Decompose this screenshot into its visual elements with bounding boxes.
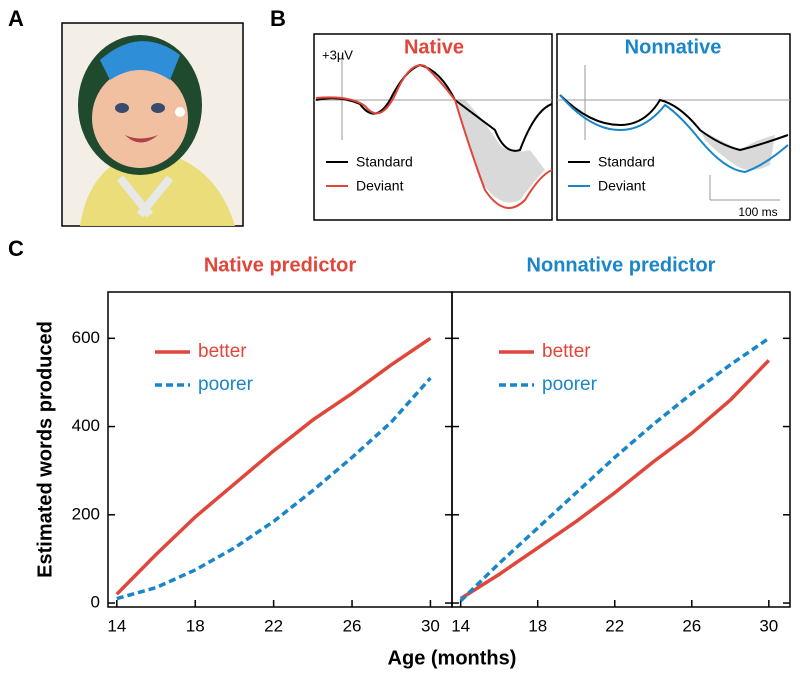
erp-title: Nonnative <box>625 36 722 58</box>
x-axis-label: Age (months) <box>388 647 517 669</box>
erp-legend-label: Deviant <box>356 178 404 194</box>
x-tick-label: 30 <box>759 616 778 635</box>
erp-scale-label: +3µV <box>322 47 353 62</box>
erp-native <box>313 33 553 221</box>
erp-legend-label: Standard <box>598 154 655 170</box>
panel-label: A <box>8 6 24 31</box>
erp-title: Native <box>404 36 464 58</box>
photo <box>61 22 244 227</box>
erp-legend-label: Standard <box>356 154 413 170</box>
erp-time-label: 100 ms <box>738 205 777 219</box>
x-tick-label: 18 <box>528 616 547 635</box>
x-tick-label: 30 <box>421 616 440 635</box>
plot-frame <box>451 291 791 608</box>
x-tick-label: 22 <box>264 616 283 635</box>
x-tick-label: 26 <box>682 616 701 635</box>
y-tick-label: 0 <box>91 593 100 612</box>
series-line <box>459 359 771 601</box>
y-tick-label: 400 <box>72 416 100 435</box>
x-tick-label: 22 <box>605 616 624 635</box>
legend-label: poorer <box>542 374 598 395</box>
legend-label: poorer <box>198 374 254 395</box>
chart-title: Native predictor <box>204 254 356 276</box>
y-tick-label: 600 <box>72 328 100 347</box>
y-tick-label: 200 <box>72 504 100 523</box>
panel-label: B <box>270 6 286 31</box>
x-tick-label: 14 <box>451 616 470 635</box>
x-tick-label: 14 <box>107 616 126 635</box>
y-axis-label: Estimated words produced <box>34 321 56 578</box>
series-line <box>116 376 432 601</box>
erp-legend-label: Deviant <box>598 178 646 194</box>
legend-label: better <box>542 341 591 362</box>
chart-title: Nonnative predictor <box>527 254 716 276</box>
erp-nonnative <box>556 33 791 221</box>
x-tick-label: 18 <box>186 616 205 635</box>
x-tick-label: 26 <box>343 616 362 635</box>
legend-label: better <box>198 341 247 362</box>
panel-label: C <box>8 236 24 261</box>
series-line <box>459 336 770 603</box>
series-line <box>115 336 432 596</box>
plot-frame <box>107 291 453 608</box>
